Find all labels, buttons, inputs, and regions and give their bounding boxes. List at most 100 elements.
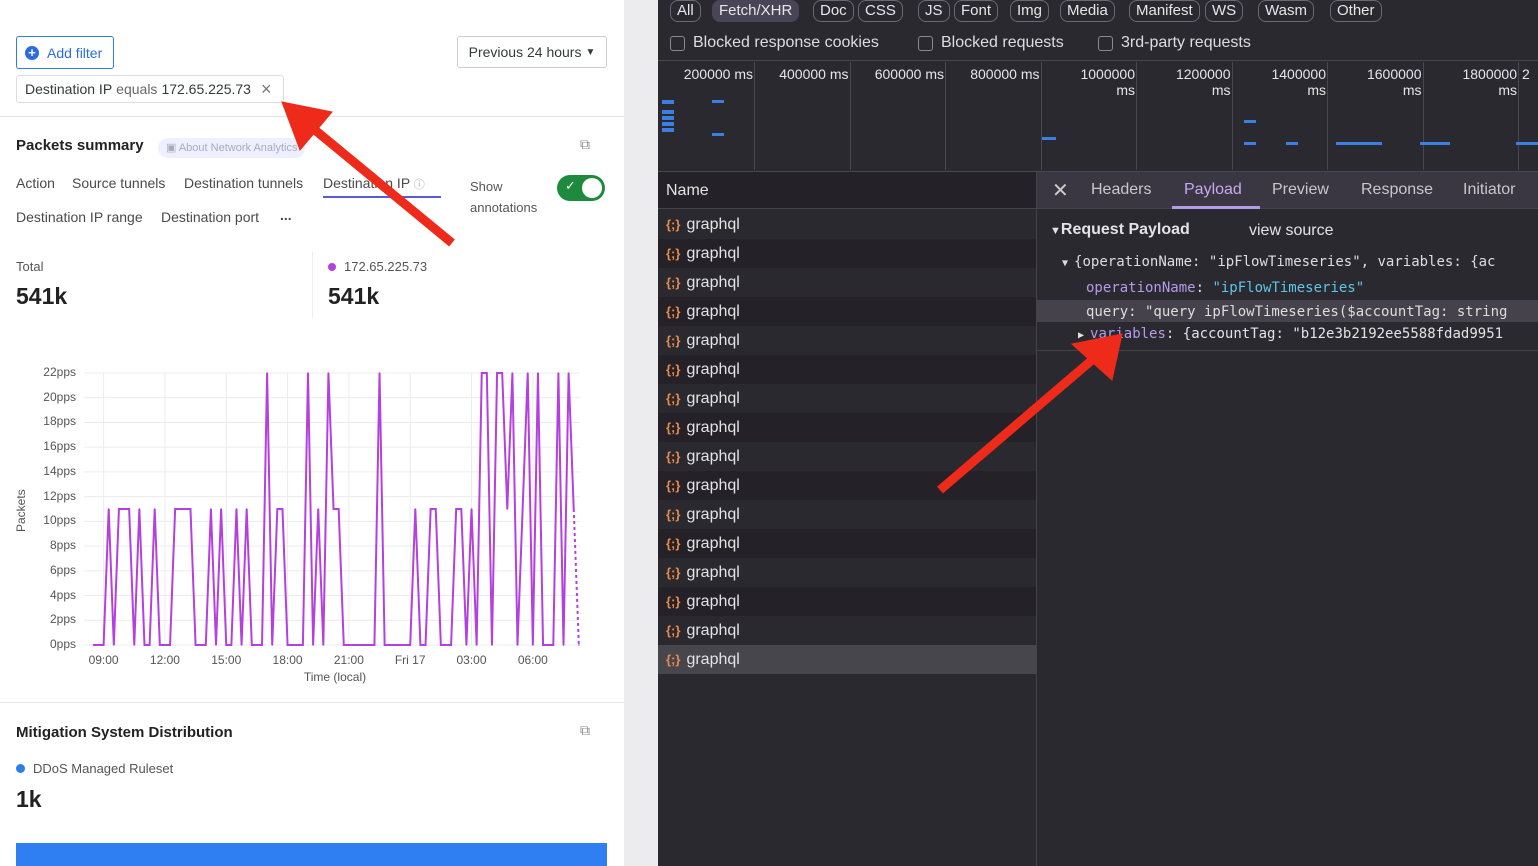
filter-operator: equals bbox=[116, 81, 158, 97]
filter-field: Destination IP bbox=[25, 81, 113, 97]
tab-preview[interactable]: Preview bbox=[1272, 181, 1329, 198]
expand-icon[interactable]: ⧉ bbox=[580, 722, 590, 738]
timeline-tick: 2 bbox=[1522, 66, 1530, 82]
payload-summary[interactable]: ▼ {operationName: "ipFlowTimeseries", va… bbox=[1062, 254, 1496, 270]
data-point bbox=[276, 508, 279, 510]
filter-media[interactable]: Media bbox=[1060, 0, 1115, 22]
close-icon[interactable]: × bbox=[260, 78, 272, 99]
data-point bbox=[174, 508, 176, 510]
request-row[interactable]: {;} graphql bbox=[658, 471, 1036, 500]
tab-source-tunnels[interactable]: Source tunnels bbox=[72, 175, 166, 191]
timeline-overview[interactable] bbox=[658, 60, 1538, 172]
filter-img[interactable]: Img bbox=[1010, 0, 1050, 22]
y-tick-label: 14pps bbox=[43, 463, 76, 478]
devtools-network-panel: Blocked response cookies Blocked request… bbox=[658, 0, 1538, 866]
filter-fetchxhr[interactable]: Fetch/XHR bbox=[712, 0, 800, 22]
filter-js[interactable]: JS bbox=[918, 0, 950, 22]
request-row[interactable]: {;} graphql bbox=[658, 326, 1036, 355]
data-point bbox=[138, 508, 141, 510]
expand-icon[interactable]: ⧉ bbox=[580, 136, 590, 152]
request-row[interactable]: {;} graphql bbox=[658, 268, 1036, 297]
name-column-header[interactable]: Name bbox=[658, 172, 1036, 209]
filter-font[interactable]: Font bbox=[954, 0, 999, 22]
data-point bbox=[537, 372, 539, 374]
x-tick-label: 21:00 bbox=[333, 653, 364, 667]
key: operationName bbox=[1086, 280, 1196, 296]
data-point bbox=[383, 644, 386, 646]
request-name: graphql bbox=[686, 505, 740, 523]
y-tick-label: 12pps bbox=[43, 488, 76, 503]
y-tick-label: 20pps bbox=[43, 389, 76, 404]
request-bar bbox=[1286, 142, 1298, 145]
request-bar bbox=[1336, 142, 1382, 145]
about-link[interactable]: ▣ About Network Analytics bbox=[158, 138, 306, 158]
request-row[interactable]: {;} graphql bbox=[658, 587, 1036, 616]
request-bar bbox=[662, 128, 674, 132]
view-source-link[interactable]: view source bbox=[1249, 222, 1334, 239]
value: : {accountTag: "b12e3b2192ee5588fdad9951 bbox=[1165, 326, 1504, 342]
data-point bbox=[128, 508, 130, 510]
graphql-icon: {;} bbox=[666, 275, 681, 290]
data-point bbox=[240, 644, 243, 646]
filter-manifest[interactable]: Manifest bbox=[1129, 0, 1200, 22]
request-row[interactable]: {;} graphql bbox=[658, 210, 1036, 239]
third-party-checkbox[interactable]: 3rd-party requests bbox=[1098, 34, 1251, 52]
filter-other[interactable]: Other bbox=[1330, 0, 1382, 22]
data-point bbox=[409, 644, 412, 646]
filter-ws[interactable]: WS bbox=[1205, 0, 1244, 22]
filter-doc[interactable]: Doc bbox=[813, 0, 854, 22]
x-tick-label: 18:00 bbox=[272, 653, 303, 667]
filter-css[interactable]: CSS bbox=[858, 0, 903, 22]
key: variables bbox=[1090, 326, 1166, 342]
close-icon[interactable]: ✕ bbox=[1052, 180, 1069, 202]
graphql-icon: {;} bbox=[666, 478, 681, 493]
mitigation-legend: DDoS Managed Ruleset bbox=[16, 761, 173, 776]
request-payload-section[interactable]: ▼Request Payload bbox=[1050, 221, 1190, 239]
request-row[interactable]: {;} graphql bbox=[658, 413, 1036, 442]
tab-response[interactable]: Response bbox=[1361, 181, 1434, 198]
tab-headers[interactable]: Headers bbox=[1091, 181, 1152, 198]
y-tick-label: 10pps bbox=[43, 513, 76, 528]
timeline-divider bbox=[1327, 62, 1328, 170]
request-row[interactable]: {;} graphql bbox=[658, 529, 1036, 558]
tab-destination-port[interactable]: Destination port bbox=[161, 209, 260, 225]
request-row[interactable]: {;} graphql bbox=[658, 442, 1036, 471]
tab-payload[interactable]: Payload bbox=[1184, 181, 1242, 198]
request-row[interactable]: {;} graphql bbox=[658, 239, 1036, 268]
blocked-cookies-checkbox[interactable]: Blocked response cookies bbox=[670, 34, 879, 52]
tab-destination-tunnels[interactable]: Destination tunnels bbox=[184, 175, 304, 191]
tab-action[interactable]: Action bbox=[16, 175, 55, 191]
tab-initiator[interactable]: Initiator bbox=[1463, 181, 1516, 198]
request-row[interactable]: {;} graphql bbox=[658, 355, 1036, 384]
mitigation-title: Mitigation System Distribution bbox=[16, 724, 233, 741]
timeline-tick: 1800000 ms bbox=[1462, 66, 1517, 98]
y-tick-label: 22pps bbox=[43, 365, 76, 379]
more-tabs-button[interactable]: ... bbox=[280, 207, 292, 223]
data-point bbox=[491, 644, 493, 646]
section-label: Request Payload bbox=[1060, 221, 1190, 238]
operation-name-line: operationName: "ipFlowTimeseries" bbox=[1086, 280, 1365, 296]
request-name: graphql bbox=[686, 563, 740, 581]
request-row[interactable]: {;} graphql bbox=[658, 616, 1036, 645]
filter-wasm[interactable]: Wasm bbox=[1258, 0, 1314, 22]
graphql-icon: {;} bbox=[666, 362, 681, 377]
tab-destination-ip-range[interactable]: Destination IP range bbox=[16, 209, 143, 225]
request-row[interactable]: {;} graphql bbox=[658, 500, 1036, 529]
x-tick-label: 15:00 bbox=[211, 653, 242, 667]
graphql-icon: {;} bbox=[666, 449, 681, 464]
variables-line[interactable]: ▶ variables: {accountTag: "b12e3b2192ee5… bbox=[1078, 326, 1504, 342]
request-row[interactable]: {;} graphql bbox=[658, 645, 1036, 674]
time-range-select[interactable]: Previous 24 hours ▼ bbox=[457, 36, 607, 68]
request-name: graphql bbox=[686, 331, 740, 349]
add-filter-button[interactable]: + Add filter bbox=[16, 36, 114, 69]
filter-all[interactable]: All bbox=[670, 0, 701, 22]
request-row[interactable]: {;} graphql bbox=[658, 558, 1036, 587]
section-title: Packets summary bbox=[16, 137, 144, 154]
request-row[interactable]: {;} graphql bbox=[658, 297, 1036, 326]
y-tick-label: 4pps bbox=[49, 587, 76, 602]
annotations-toggle[interactable]: ✓ bbox=[557, 175, 605, 201]
query-line[interactable]: query: "query ipFlowTimeseries($accountT… bbox=[1037, 300, 1538, 322]
data-point bbox=[419, 644, 422, 646]
blocked-requests-checkbox[interactable]: Blocked requests bbox=[918, 34, 1064, 52]
request-row[interactable]: {;} graphql bbox=[658, 384, 1036, 413]
